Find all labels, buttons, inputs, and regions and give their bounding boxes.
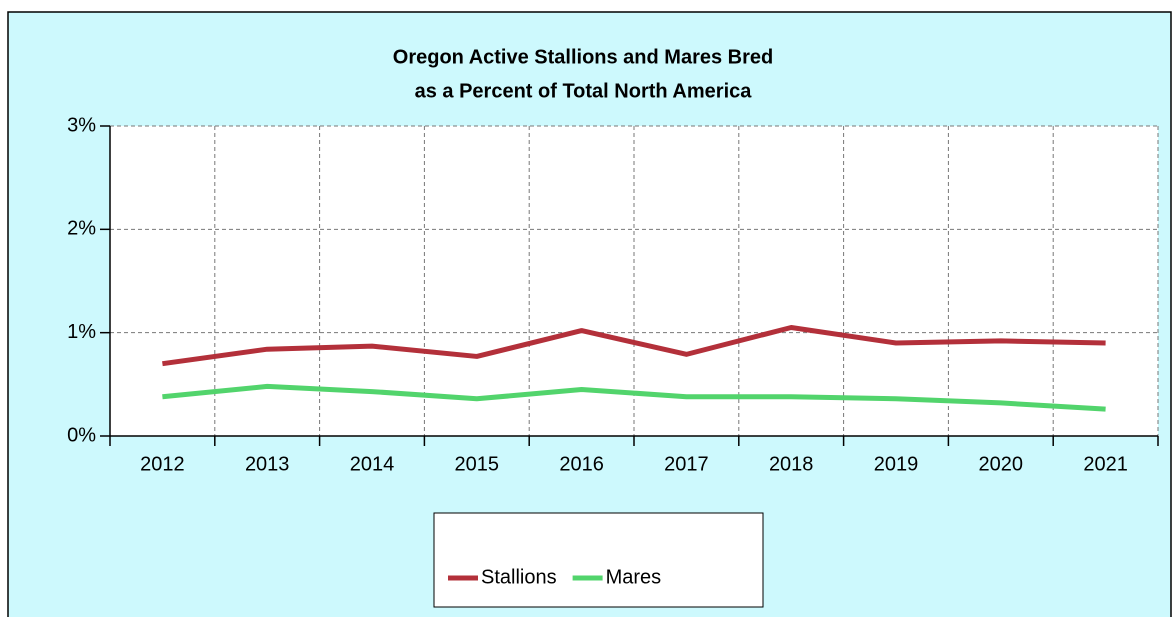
legend-box <box>433 512 764 608</box>
y-tick-label: 1% <box>67 321 96 343</box>
x-tick-label: 2018 <box>769 453 814 475</box>
series-line <box>162 383 1106 412</box>
y-tick-label: 0% <box>67 424 96 446</box>
x-tick-label: 2012 <box>140 453 185 475</box>
x-tick-label: 2014 <box>350 453 395 475</box>
x-tick-label: 2017 <box>664 453 709 475</box>
chart-title: as a Percent of Total North America <box>415 80 753 102</box>
chart-title: Oregon Active Stallions and Mares Bred <box>393 46 773 68</box>
x-tick-label: 2019 <box>874 453 919 475</box>
legend-label: Stallions <box>481 566 557 588</box>
x-tick-label: 2016 <box>559 453 604 475</box>
x-tick-label: 2013 <box>245 453 290 475</box>
y-tick-label: 2% <box>67 218 96 240</box>
series-line <box>162 325 1106 367</box>
legend-label: Mares <box>606 566 662 588</box>
x-tick-label: 2020 <box>979 453 1024 475</box>
x-tick-label: 2021 <box>1083 453 1128 475</box>
y-tick-label: 3% <box>67 114 96 136</box>
x-tick-label: 2015 <box>455 453 500 475</box>
